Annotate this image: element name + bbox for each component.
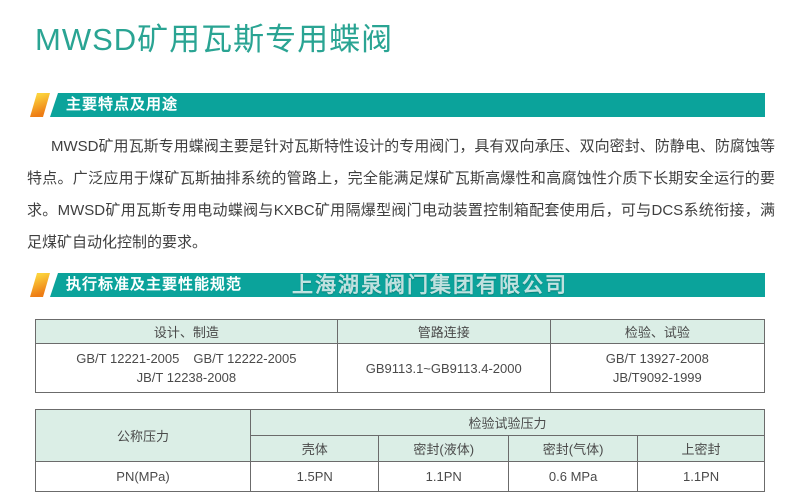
- header-upper-seal: 上密封: [637, 435, 765, 462]
- cell-design-standards: GB/T 12221-2005 GB/T 12222-2005 JB/T 1223…: [35, 343, 338, 393]
- cell-shell-pressure: 1.5PN: [250, 461, 380, 492]
- standard-code: GB9113.1~GB9113.4-2000: [365, 360, 522, 376]
- section-header-features: 主要特点及用途: [30, 93, 765, 117]
- cell-upper-seal-pressure: 1.1PN: [637, 461, 765, 492]
- standard-code: JB/T 12238-2008: [136, 370, 237, 385]
- header-pipe-connection: 管路连接: [336, 319, 551, 344]
- pressure-data-row: PN(MPa) 1.5PN 1.1PN 0.6 MPa 1.1PN: [34, 461, 765, 492]
- header-test-pressure-group: 检验试验压力: [250, 409, 765, 436]
- section-heading-standards: 执行标准及主要性能规范: [66, 276, 243, 293]
- standard-code: GB/T 13927-2008: [605, 351, 709, 366]
- section-header-standards: 执行标准及主要性能规范 上海湖泉阀门集团有限公司: [30, 273, 765, 297]
- section-bar-background: [50, 273, 765, 297]
- page-title: MWSD矿用瓦斯专用蝶阀: [35, 22, 394, 57]
- standard-code: GB/T 12222-2005: [193, 351, 297, 366]
- header-nominal-pressure: 公称压力: [34, 409, 252, 462]
- section-heading-features: 主要特点及用途: [66, 96, 179, 113]
- header-seal-liquid: 密封(液体): [378, 435, 510, 462]
- pressure-sub-header-row: 壳体 密封(液体) 密封(气体) 上密封: [36, 435, 765, 462]
- header-design-manufacture: 设计、制造: [35, 319, 338, 344]
- cell-seal-gas-pressure: 0.6 MPa: [508, 461, 639, 492]
- product-page: MWSD矿用瓦斯专用蝶阀 主要特点及用途 MWSD矿用瓦斯专用蝶阀主要是针对瓦斯…: [0, 20, 802, 492]
- standard-code: JB/T9092-1999: [612, 370, 702, 385]
- company-watermark: 上海湖泉阀门集团有限公司: [292, 273, 568, 297]
- header-inspection-test: 检验、试验: [549, 319, 766, 344]
- pressure-group-header-row: 公称压力 检验试验压力: [34, 409, 765, 462]
- cell-pipe-standards: GB9113.1~GB9113.4-2000: [336, 343, 551, 393]
- intro-paragraph: MWSD矿用瓦斯专用蝶阀主要是针对瓦斯特性设计的专用阀门，具有双向承压、双向密封…: [27, 138, 775, 251]
- cell-test-standards: GB/T 13927-2008 JB/T9092-1999: [549, 343, 766, 393]
- pressure-table: 公称压力 检验试验压力 壳体 密封(液体) 密封(气体) 上密封 PN(MPa)…: [34, 409, 765, 492]
- section-bar-background: [50, 93, 765, 117]
- cell-seal-liquid-pressure: 1.1PN: [378, 461, 510, 492]
- standards-table: 设计、制造 管路连接 检验、试验 GB/T 12221-2005 GB/T 122…: [35, 319, 766, 393]
- cell-pn: PN(MPa): [34, 461, 252, 492]
- standards-header-row: 设计、制造 管路连接 检验、试验: [35, 319, 766, 344]
- standard-code: GB/T 12221-2005: [76, 351, 180, 366]
- header-shell: 壳体: [250, 435, 380, 462]
- standards-data-row: GB/T 12221-2005 GB/T 12222-2005 JB/T 1223…: [35, 343, 766, 393]
- header-seal-gas: 密封(气体): [508, 435, 639, 462]
